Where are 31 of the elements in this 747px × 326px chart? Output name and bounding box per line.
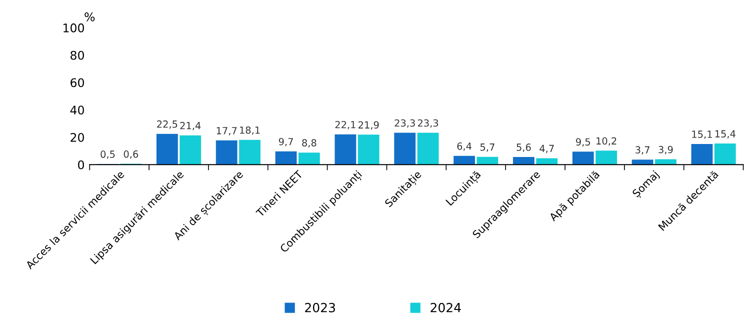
data-label: 4,7: [540, 144, 554, 154]
data-label: 23,3: [418, 119, 438, 128]
data-label: 22,1: [335, 120, 356, 130]
y-tick-label: 20: [70, 132, 84, 142]
data-label: 15,4: [715, 130, 736, 138]
legend-label: 2024: [430, 302, 461, 312]
data-label: 17,7: [216, 127, 237, 136]
data-label: 10,2: [596, 137, 616, 146]
data-label: 15,1: [692, 130, 712, 139]
data-label: 5,6: [516, 144, 531, 152]
data-label: 8,8: [302, 139, 316, 148]
data-label: 6,4: [457, 142, 472, 151]
data-label: 0,6: [124, 150, 138, 159]
data-label: 5,7: [480, 144, 494, 152]
y-tick-label: 60: [70, 78, 84, 88]
data-label: 21,4: [180, 122, 201, 130]
data-label: 0,5: [100, 150, 115, 159]
data-label: 23,3: [394, 119, 415, 128]
y-tick-label: 40: [70, 106, 84, 115]
data-label: 9,7: [278, 138, 293, 146]
y-axis-title: %: [84, 12, 95, 22]
data-label: 21,9: [358, 121, 379, 130]
data-label: 22,5: [157, 120, 178, 129]
y-tick-label: 80: [70, 50, 84, 60]
data-label: 9,5: [576, 138, 590, 147]
data-label: 18,1: [240, 126, 260, 135]
y-tick-label: 100: [64, 23, 84, 32]
legend-label: 2023: [305, 302, 335, 312]
data-label: 3,9: [658, 146, 673, 154]
y-tick-label: 0: [78, 160, 84, 170]
data-label: 3,7: [636, 146, 650, 155]
